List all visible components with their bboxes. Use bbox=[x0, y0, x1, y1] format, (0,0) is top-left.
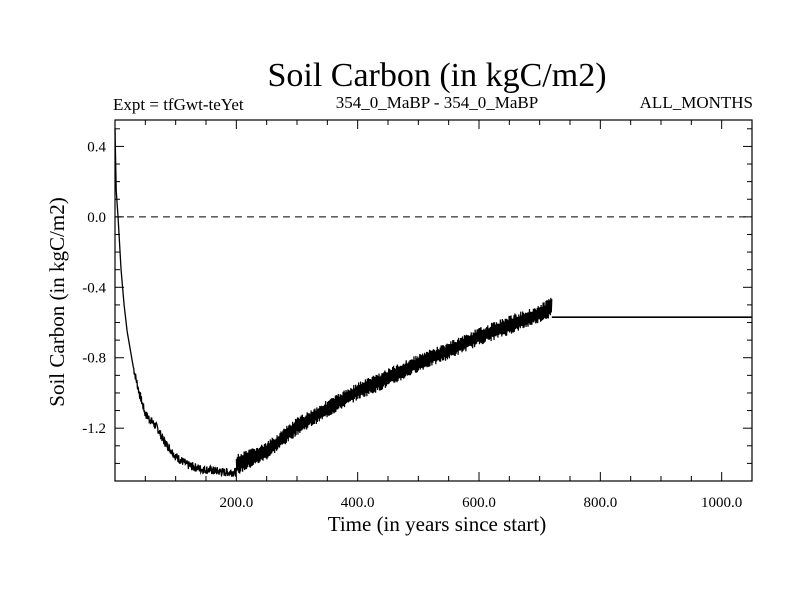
x-tick-label: 800.0 bbox=[583, 495, 617, 511]
series-line-decline bbox=[114, 128, 237, 478]
x-axis-ticks: 200.0 400.0 600.0 800.0 1000.0 bbox=[144, 120, 753, 511]
x-tick-label: 1000.0 bbox=[701, 495, 742, 511]
series-layer bbox=[114, 128, 752, 478]
experiment-label: Expt = tfGwt-teYet bbox=[113, 95, 244, 114]
chart-title: Soil Carbon (in kgC/m2) bbox=[267, 57, 606, 94]
months-label: ALL_MONTHS bbox=[640, 93, 753, 112]
y-tick-label: 0.0 bbox=[87, 210, 106, 226]
y-axis-label: Soil Carbon (in kgC/m2) bbox=[45, 197, 69, 406]
period-label: 354_0_MaBP - 354_0_MaBP bbox=[336, 93, 538, 112]
y-axis-ticks: 0.4 0.0 -0.4 -0.8 -1.2 bbox=[82, 128, 752, 464]
x-tick-label: 200.0 bbox=[219, 495, 253, 511]
x-tick-label: 400.0 bbox=[341, 495, 375, 511]
y-tick-label: -1.2 bbox=[82, 421, 106, 437]
y-tick-label: 0.4 bbox=[87, 139, 106, 155]
y-tick-label: -0.4 bbox=[82, 280, 106, 296]
series-line-oscillation bbox=[235, 297, 553, 474]
x-tick-label: 600.0 bbox=[462, 495, 496, 511]
x-axis-label: Time (in years since start) bbox=[328, 512, 547, 536]
y-tick-label: -0.8 bbox=[82, 351, 106, 367]
plot-area: 200.0 400.0 600.0 800.0 1000.0 0.4 0.0 -0.4 -0.… bbox=[82, 119, 753, 511]
plot-frame bbox=[114, 119, 753, 482]
